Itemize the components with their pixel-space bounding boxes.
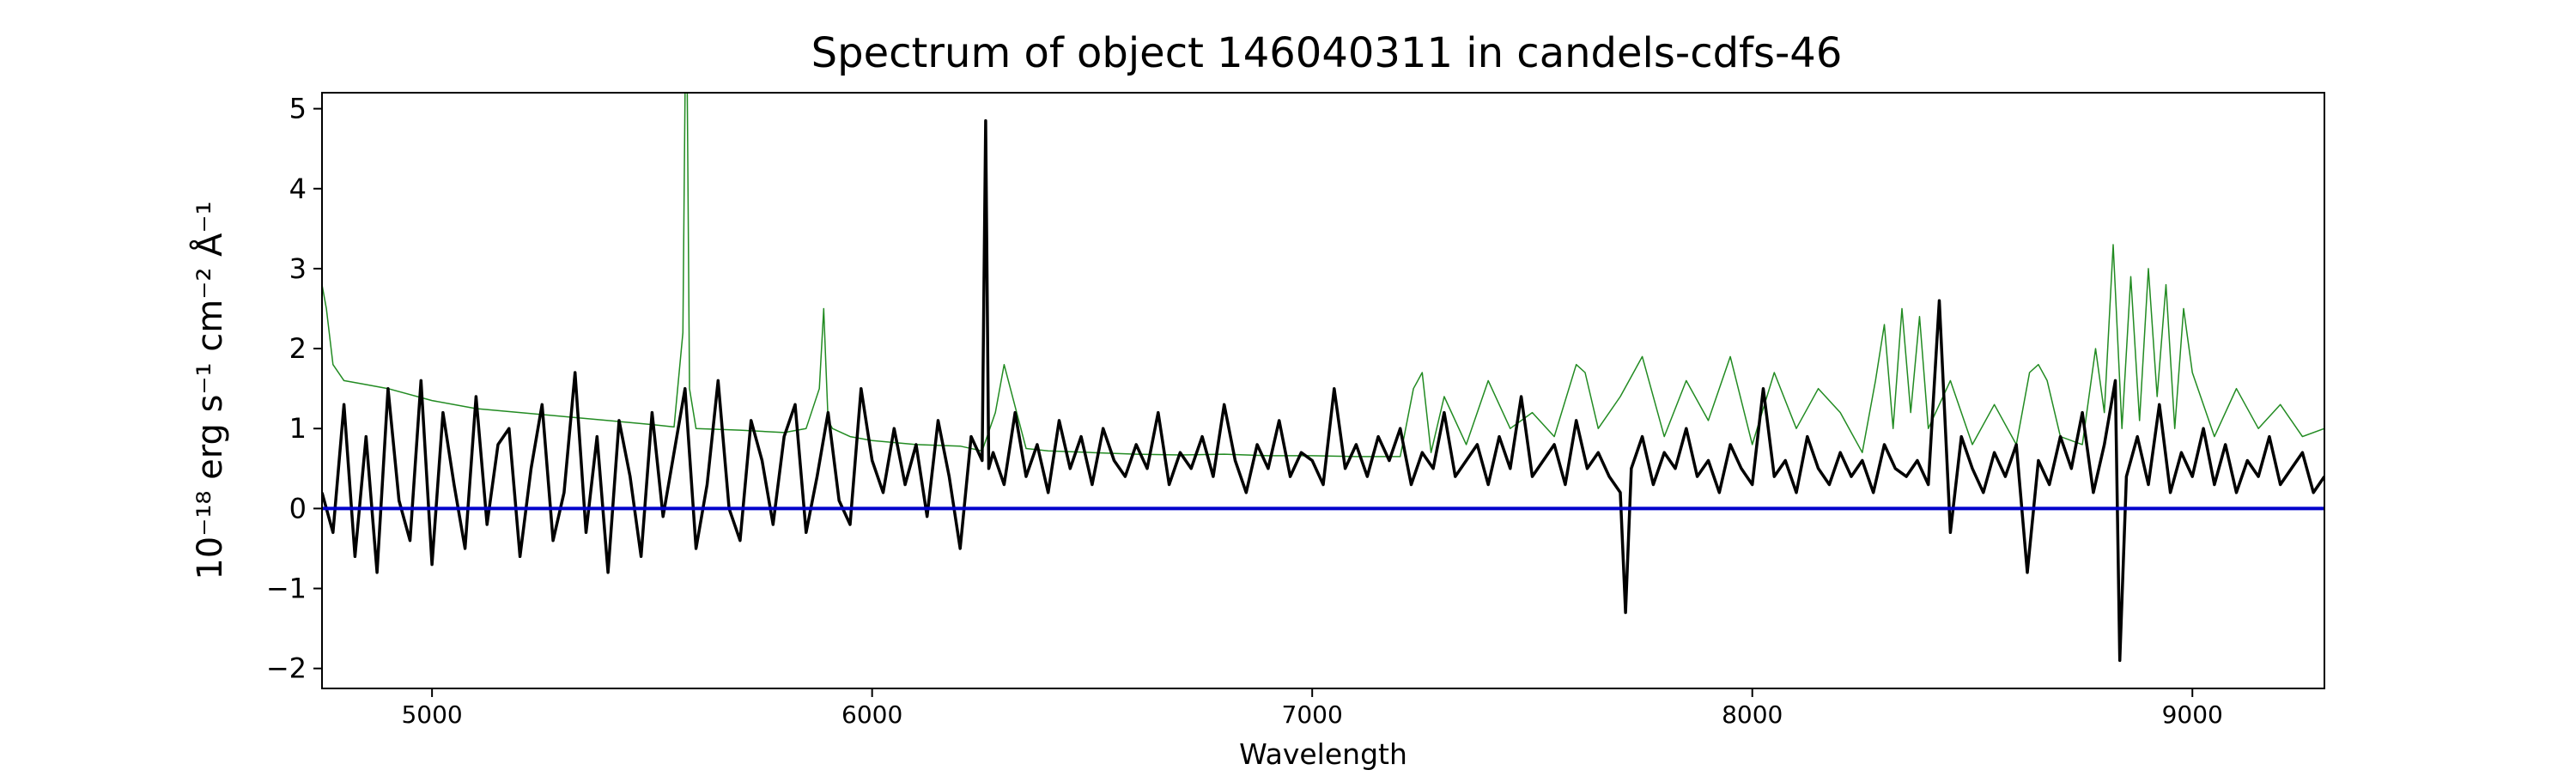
x-tick-label: 6000 xyxy=(841,700,902,729)
y-tick-label: −2 xyxy=(266,652,307,685)
y-tick-label: 2 xyxy=(289,332,307,365)
x-axis: 5000 6000 7000 8000 9000 xyxy=(401,688,2223,729)
x-axis-label: Wavelength xyxy=(1239,737,1407,771)
y-tick-label: −1 xyxy=(266,573,307,605)
y-tick-label: 0 xyxy=(289,492,307,524)
x-tick-label: 9000 xyxy=(2162,700,2223,729)
plot-frame xyxy=(321,92,2325,689)
y-axis-label: 10⁻¹⁸ erg s⁻¹ cm⁻² Å⁻¹ xyxy=(189,201,230,579)
y-tick-label: 4 xyxy=(289,173,307,205)
x-tick-label: 8000 xyxy=(1722,700,1783,729)
noise-series-line xyxy=(322,93,2324,458)
y-axis: −2 −1 0 1 2 3 4 5 xyxy=(266,93,322,685)
series-layer xyxy=(322,93,2324,663)
chart-title: Spectrum of object 146040311 in candels-… xyxy=(811,29,1843,77)
y-tick-label: 5 xyxy=(289,93,307,125)
flux-series-line xyxy=(322,118,2324,663)
x-tick-label: 5000 xyxy=(401,700,462,729)
y-tick-label: 3 xyxy=(289,252,307,285)
plot-area xyxy=(322,93,2324,663)
y-tick-label: 1 xyxy=(289,412,307,445)
x-tick-label: 7000 xyxy=(1282,700,1343,729)
